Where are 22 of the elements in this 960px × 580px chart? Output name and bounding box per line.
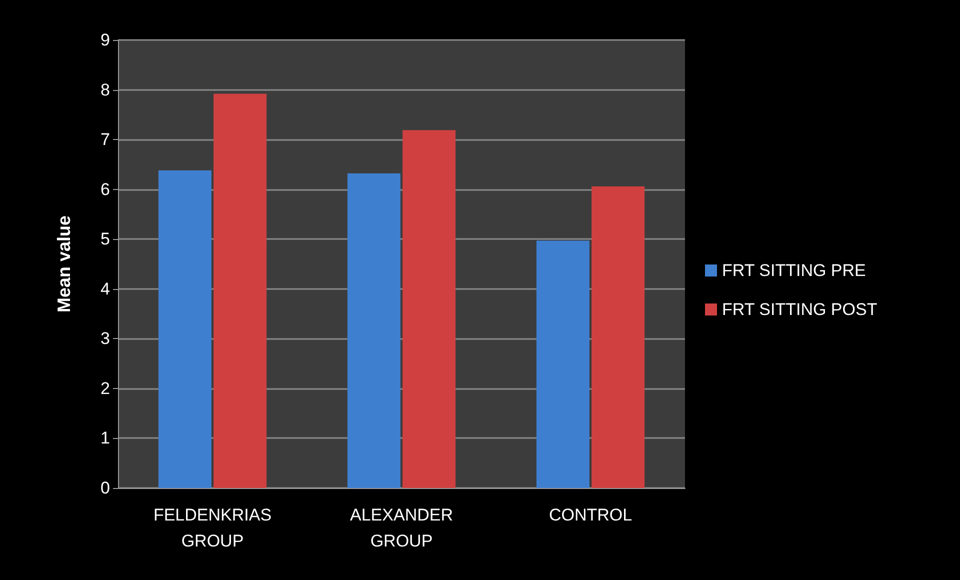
y-tick-label: 1 bbox=[100, 428, 110, 448]
bar bbox=[214, 94, 267, 488]
y-axis-title: Mean value bbox=[54, 215, 74, 313]
legend-label: FRT SITTING POST bbox=[722, 300, 878, 319]
y-tick-label: 9 bbox=[100, 30, 110, 50]
y-tick-label: 8 bbox=[100, 80, 110, 100]
x-tick-label: CONTROL bbox=[548, 506, 632, 524]
y-tick-label: 2 bbox=[100, 378, 110, 398]
y-tick-label: 4 bbox=[100, 279, 110, 298]
bar bbox=[592, 186, 645, 488]
bar bbox=[347, 173, 400, 488]
y-tick-label: 5 bbox=[100, 230, 110, 249]
bar bbox=[536, 240, 590, 488]
x-tick-label: ALEXANDER GROUP bbox=[350, 506, 453, 550]
bar bbox=[158, 170, 212, 488]
bar bbox=[402, 130, 456, 488]
legend-label: FRT SITTING PRE bbox=[722, 261, 866, 280]
y-tick-label: 7 bbox=[100, 130, 110, 150]
y-tick-label: 0 bbox=[100, 478, 110, 498]
y-tick-label: 6 bbox=[100, 180, 110, 199]
x-tick-label: FELDENKRIAS GROUP bbox=[153, 506, 272, 550]
y-tick-label: 3 bbox=[100, 329, 110, 348]
